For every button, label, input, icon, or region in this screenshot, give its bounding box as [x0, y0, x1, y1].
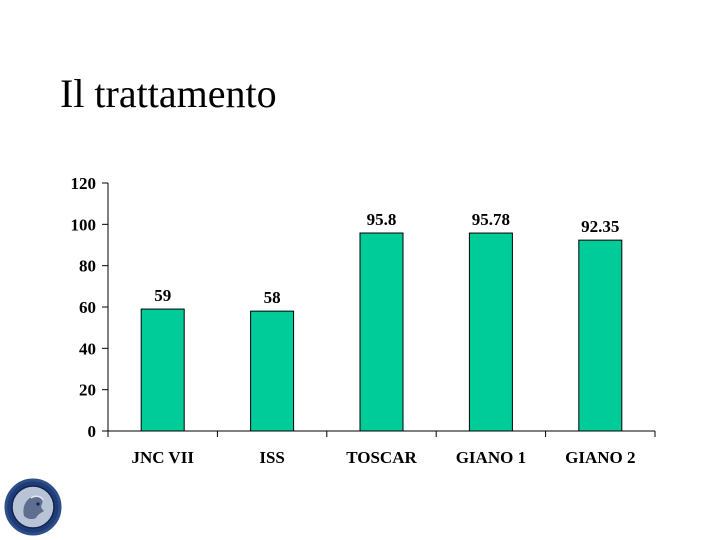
x-tick-label: GIANO 1 [456, 448, 526, 467]
x-tick-label: ISS [259, 448, 285, 467]
data-label: 59 [154, 286, 171, 305]
y-tick-label: 80 [79, 257, 96, 276]
y-tick-label: 0 [88, 422, 97, 441]
x-tick-label: TOSCAR [346, 448, 417, 467]
y-tick-label: 100 [71, 215, 97, 234]
bar [468, 232, 513, 432]
data-label: 95.78 [472, 210, 510, 229]
slide-title: Il trattamento [60, 71, 277, 116]
bar [359, 232, 404, 432]
y-tick-label: 120 [71, 174, 97, 193]
x-tick-label: JNC VII [131, 448, 194, 467]
y-tick-label: 40 [79, 339, 96, 358]
bar [250, 310, 295, 432]
data-label: 58 [264, 288, 281, 307]
logo-coin-icon [4, 478, 62, 536]
x-tick-label: GIANO 2 [565, 448, 635, 467]
data-label: 95.8 [367, 210, 397, 229]
bar [140, 308, 185, 432]
y-tick-label: 20 [79, 381, 96, 400]
bar [578, 239, 623, 432]
y-tick-label: 60 [79, 298, 96, 317]
data-label: 92.35 [581, 217, 619, 236]
